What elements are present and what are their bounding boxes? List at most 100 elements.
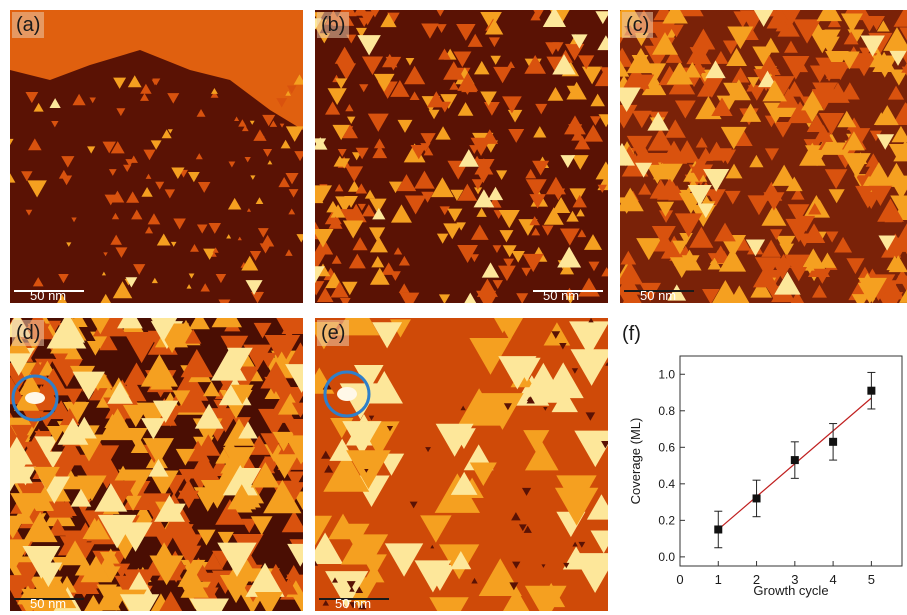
island-shape <box>620 187 644 212</box>
island-shape <box>806 114 827 133</box>
stm-panel-c: (c) 50 nm <box>620 10 907 303</box>
island-shape <box>719 149 737 165</box>
island-shape <box>178 490 199 509</box>
island-shape <box>194 403 224 429</box>
island-shape <box>664 119 686 138</box>
island-shape <box>431 177 454 198</box>
coverage-chart: (f) Coverage (ML) Growth cycle 0 1 2 3 4 5 0.0… <box>620 318 907 610</box>
island-shape <box>569 188 586 203</box>
island-shape <box>133 264 146 275</box>
stm-image-e <box>315 318 608 611</box>
island-shape <box>167 524 194 547</box>
island-shape <box>410 145 427 160</box>
island-shape <box>447 208 463 222</box>
island-shape <box>315 515 333 546</box>
island-shape <box>284 435 303 465</box>
island-shape <box>888 144 907 161</box>
island-shape <box>170 241 177 247</box>
stm-image-c <box>620 10 907 303</box>
island-shape <box>735 236 752 251</box>
island-shape <box>258 291 263 296</box>
island-shape <box>399 292 420 303</box>
island-shape <box>595 161 608 180</box>
island-shape <box>656 201 675 217</box>
island-shape <box>67 401 87 418</box>
island-shape <box>590 93 605 107</box>
island-shape <box>469 254 479 263</box>
island-shape <box>752 265 779 288</box>
island-shape <box>175 448 196 466</box>
island-shape <box>620 87 641 113</box>
island-shape <box>95 373 113 389</box>
island-shape <box>620 250 637 265</box>
y-tick-label: 0.6 <box>658 440 675 454</box>
island-shape <box>878 235 896 251</box>
island-shape <box>532 160 550 176</box>
island-shape <box>758 70 777 88</box>
island-shape <box>899 27 907 41</box>
data-point <box>867 386 876 395</box>
island-shape <box>202 381 221 397</box>
island-shape <box>576 208 585 217</box>
island-shape <box>523 525 532 533</box>
island-shape <box>388 181 403 194</box>
island-shape <box>775 254 792 268</box>
island-shape <box>357 35 381 56</box>
island-shape <box>790 291 805 303</box>
stm-image-a <box>10 10 303 303</box>
island-shape <box>149 555 184 586</box>
island-shape <box>102 141 116 154</box>
island-shape <box>547 87 564 101</box>
island-shape <box>14 562 42 587</box>
island-shape <box>33 102 44 112</box>
island-shape <box>223 447 256 476</box>
island-shape <box>58 169 69 179</box>
island-shape <box>325 101 341 115</box>
island-shape <box>470 137 492 156</box>
island-shape <box>672 240 688 255</box>
island-shape <box>293 74 303 85</box>
island-shape <box>240 468 262 487</box>
island-shape <box>563 562 570 569</box>
y-tick-label: 0.0 <box>658 550 675 564</box>
island-shape <box>800 248 827 271</box>
island-shape <box>571 129 585 141</box>
island-shape <box>601 267 608 277</box>
island-shape <box>464 292 477 303</box>
island-shape <box>118 522 153 552</box>
island-shape <box>699 76 725 98</box>
island-shape <box>108 480 137 505</box>
island-shape <box>369 198 387 214</box>
island-shape <box>178 469 197 485</box>
island-shape <box>342 220 364 239</box>
island-shape <box>110 141 125 154</box>
island-shape <box>766 285 782 299</box>
island-shape <box>340 539 370 565</box>
island-shape <box>125 277 138 288</box>
island-shape <box>156 233 171 246</box>
island-shape <box>126 191 140 203</box>
island-shape <box>346 450 391 490</box>
island-shape <box>226 347 253 371</box>
island-shape <box>249 251 262 261</box>
island-shape <box>819 36 840 55</box>
island-shape <box>522 253 544 273</box>
island-shape <box>315 266 325 284</box>
island-shape <box>812 82 838 105</box>
island-shape <box>279 123 285 128</box>
island-shape <box>639 282 662 302</box>
island-shape <box>892 102 907 125</box>
island-shape <box>594 70 608 87</box>
island-shape <box>828 189 845 204</box>
island-shape <box>344 196 358 208</box>
island-shape <box>757 55 781 76</box>
island-shape <box>471 577 478 584</box>
island-shape <box>752 46 775 67</box>
island-shape <box>141 186 153 197</box>
island-shape <box>496 318 524 341</box>
island-shape <box>316 287 334 302</box>
scalebar-e <box>319 598 389 600</box>
island-shape <box>843 31 859 45</box>
island-shape <box>340 209 356 223</box>
island-shape <box>253 322 272 339</box>
